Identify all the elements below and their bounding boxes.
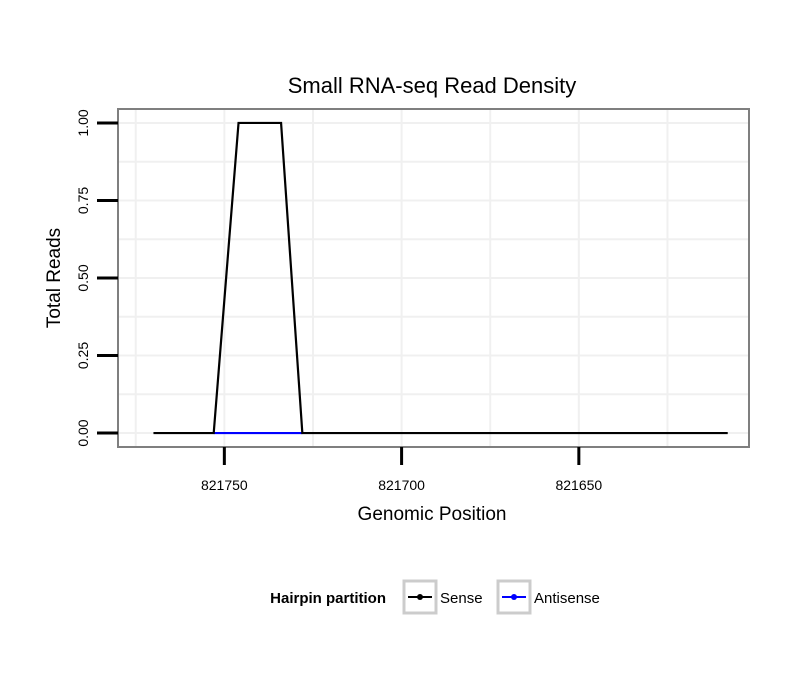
series-lines [153, 121, 728, 435]
legend-title: Hairpin partition [270, 590, 386, 607]
x-tick-label: 821700 [378, 477, 425, 493]
legend-key-point [511, 594, 517, 600]
x-axis-label: Genomic Position [358, 504, 507, 525]
y-axis: 0.00 0.25 0.50 0.75 1.00 [75, 109, 118, 447]
y-tick-label: 0.75 [75, 187, 91, 214]
legend-key-point [417, 594, 423, 600]
legend-entries: Sense Antisense [402, 579, 600, 615]
y-tick-label: 1.00 [75, 109, 91, 136]
x-axis: 821750 821700 821650 [201, 447, 602, 493]
x-tick-label: 821650 [555, 477, 602, 493]
y-tick-label: 0.25 [75, 342, 91, 369]
grid [118, 109, 749, 447]
legend: Hairpin partition Sense Antisense [270, 579, 600, 615]
y-tick-label: 0.50 [75, 264, 91, 291]
series-line-sense [153, 121, 728, 435]
legend-label-sense: Sense [440, 590, 483, 607]
y-tick-label: 0.00 [75, 419, 91, 446]
chart-title: Small RNA-seq Read Density [288, 73, 577, 98]
x-tick-label: 821750 [201, 477, 248, 493]
y-axis-label: Total Reads [44, 228, 65, 328]
legend-label-antisense: Antisense [534, 590, 600, 607]
